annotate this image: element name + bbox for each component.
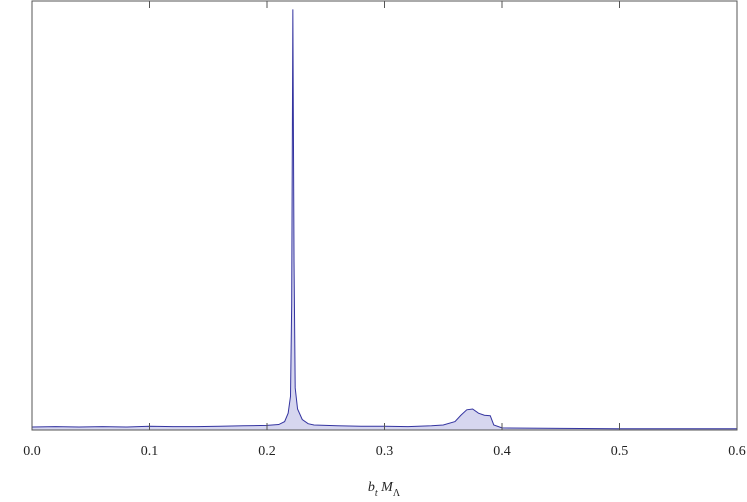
- x-label-part: Λ: [393, 488, 401, 497]
- x-tick-label: 0.2: [258, 444, 276, 459]
- area-fill: [32, 9, 737, 430]
- x-axis-label: bt MΛ: [368, 480, 401, 497]
- x-tick-label: 0.5: [611, 444, 629, 459]
- x-label-part: t: [375, 488, 378, 497]
- x-tick-label: 0.3: [376, 444, 394, 459]
- x-tick-label: 0.0: [23, 444, 41, 459]
- line: [31, 9, 737, 430]
- x-label-part: b: [368, 480, 375, 495]
- plot-frame: [31, 0, 738, 431]
- x-label-part: M: [380, 480, 394, 495]
- x-tick-label: 0.6: [728, 444, 746, 459]
- x-tick-label: 0.1: [141, 444, 159, 459]
- x-tick-label: 0.4: [493, 444, 511, 459]
